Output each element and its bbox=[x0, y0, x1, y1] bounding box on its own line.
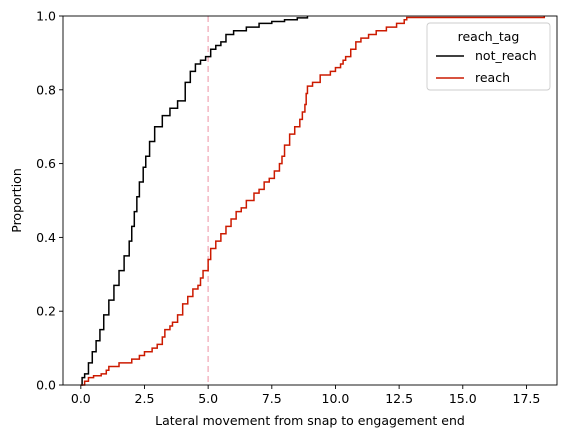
series-line-not-reach bbox=[80, 16, 309, 386]
x-tick-label: 10.0 bbox=[322, 391, 350, 406]
x-tick-label: 0.0 bbox=[71, 391, 91, 406]
x-tick-label: 17.5 bbox=[513, 391, 541, 406]
legend-title: reach_tag bbox=[458, 29, 520, 44]
x-tick-label: 12.5 bbox=[385, 391, 413, 406]
y-axis-label: Proportion bbox=[9, 168, 24, 233]
x-tick-label: 7.5 bbox=[262, 391, 282, 406]
x-tick-label: 15.0 bbox=[449, 391, 477, 406]
y-tick-label: 0.8 bbox=[36, 82, 56, 97]
plot-frame bbox=[62, 15, 558, 386]
y-tick-label: 0.4 bbox=[36, 230, 56, 245]
legend-label-not-reach: not_reach bbox=[475, 48, 537, 63]
y-tick-label: 0.2 bbox=[36, 304, 56, 319]
y-axis-ticks: 0.0 0.2 0.4 0.6 0.8 1.0 bbox=[36, 9, 63, 393]
x-axis-ticks: 0.0 2.5 5.0 7.5 10.0 12.5 15.0 17.5 bbox=[71, 385, 540, 406]
legend-box bbox=[426, 22, 551, 91]
x-tick-label: 5.0 bbox=[198, 391, 218, 406]
x-tick-label: 2.5 bbox=[135, 391, 155, 406]
y-tick-label: 1.0 bbox=[36, 9, 56, 24]
legend-label-reach: reach bbox=[475, 70, 510, 85]
legend: reach_tag not_reach reach bbox=[426, 22, 551, 91]
y-tick-label: 0.6 bbox=[36, 156, 56, 171]
series-line-reach bbox=[80, 16, 546, 386]
series-group bbox=[80, 16, 546, 386]
x-axis-label: Lateral movement from snap to engagement… bbox=[155, 413, 465, 428]
y-tick-label: 0.0 bbox=[36, 378, 56, 393]
